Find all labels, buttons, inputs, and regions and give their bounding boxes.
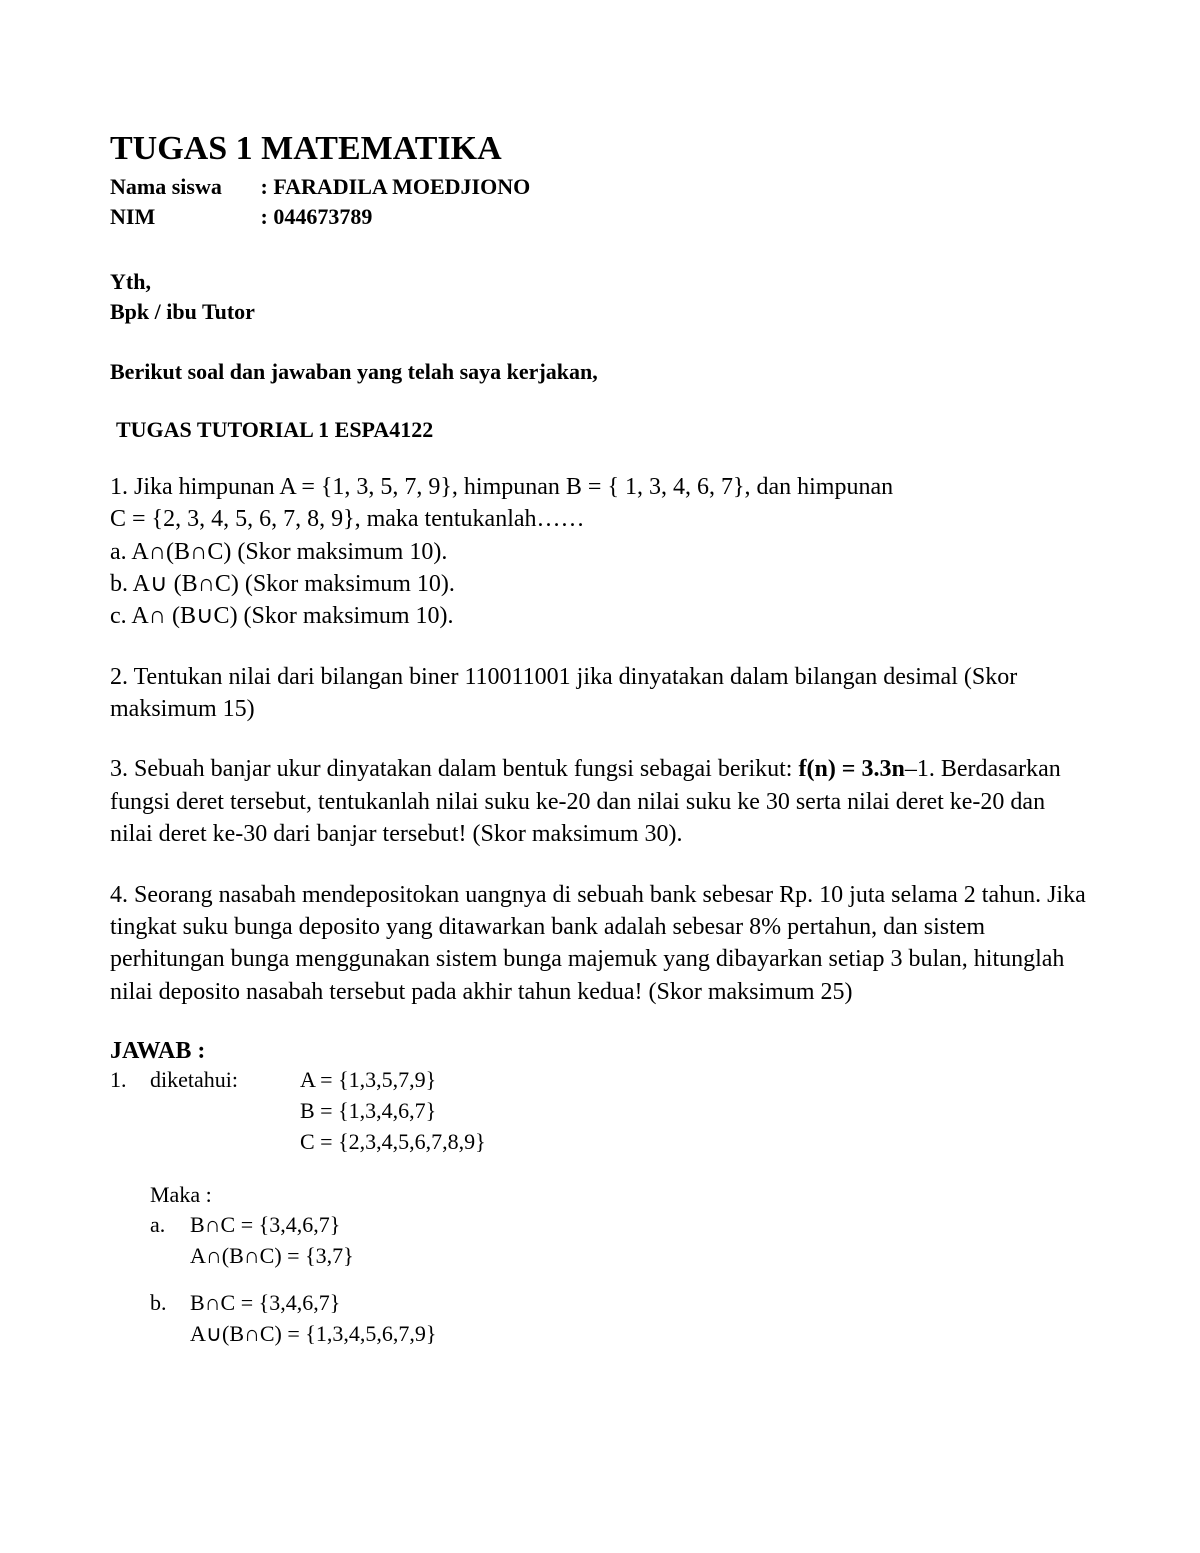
document-title: TUGAS 1 MATEMATIKA [110, 130, 1090, 168]
answer-1-number: 1. [110, 1065, 150, 1096]
q1-c: c. A∩ (B∪C) (Skor maksimum 10). [110, 600, 1090, 632]
maka-label: Maka : [150, 1180, 1090, 1211]
answer-1a-line1: B∩C = {3,4,6,7} [190, 1210, 340, 1241]
q3-pre: 3. Sebuah banjar ukur dinyatakan dalam b… [110, 756, 798, 782]
set-b: B = {1,3,4,6,7} [300, 1096, 1090, 1127]
answer-1a: a. B∩C = {3,4,6,7} [150, 1210, 1090, 1241]
q3-bold2: 3.3n [861, 756, 904, 782]
set-a: A = {1,3,5,7,9} [300, 1065, 436, 1096]
answer-1b-letter: b. [150, 1288, 190, 1319]
question-2: 2. Tentukan nilai dari bilangan biner 11… [110, 661, 1090, 726]
question-4: 4. Seorang nasabah mendepositokan uangny… [110, 879, 1090, 1009]
answer-1b-line1: B∩C = {3,4,6,7} [190, 1288, 340, 1319]
q1-line2: C = {2, 3, 4, 5, 6, 7, 8, 9}, maka tentu… [110, 503, 1090, 535]
q1-a: a. A∩(B∩C) (Skor maksimum 10). [110, 536, 1090, 568]
q3-bold1: f(n) = [798, 756, 855, 782]
salutation-block: Yth, Bpk / ibu Tutor [110, 267, 1090, 326]
set-c: C = {2,3,4,5,6,7,8,9} [300, 1127, 1090, 1158]
answer-1b: b. B∩C = {3,4,6,7} [150, 1288, 1090, 1319]
student-nim-row: NIM : 044673789 [110, 202, 1090, 232]
diketahui-label: diketahui: [150, 1065, 300, 1096]
answer-heading: JAWAB : [110, 1038, 1090, 1065]
student-name-row: Nama siswa : FARADILA MOEDJIONO [110, 172, 1090, 202]
q1-b: b. A∪ (B∩C) (Skor maksimum 10). [110, 568, 1090, 600]
tutorial-subtitle: TUGAS TUTORIAL 1 ESPA4122 [116, 417, 1090, 443]
answer-1-diketahui: 1. diketahui: A = {1,3,5,7,9} [110, 1065, 1090, 1096]
answer-1a-line2: A∩(B∩C) = {3,7} [190, 1241, 1090, 1272]
q1-line1: 1. Jika himpunan A = {1, 3, 5, 7, 9}, hi… [110, 471, 1090, 503]
name-label: Nama siswa [110, 172, 255, 202]
nim-value: : 044673789 [261, 204, 373, 229]
salutation-line2: Bpk / ibu Tutor [110, 297, 1090, 327]
question-3: 3. Sebuah banjar ukur dinyatakan dalam b… [110, 753, 1090, 850]
question-1: 1. Jika himpunan A = {1, 3, 5, 7, 9}, hi… [110, 471, 1090, 633]
nim-label: NIM [110, 202, 255, 232]
answer-1-block: 1. diketahui: A = {1,3,5,7,9} B = {1,3,4… [110, 1065, 1090, 1349]
name-value: : FARADILA MOEDJIONO [261, 174, 531, 199]
answer-1b-line2: A∪(B∩C) = {1,3,4,5,6,7,9} [190, 1319, 1090, 1350]
salutation-line1: Yth, [110, 267, 1090, 297]
answer-1a-letter: a. [150, 1210, 190, 1241]
intro-text: Berikut soal dan jawaban yang telah saya… [110, 359, 1090, 385]
